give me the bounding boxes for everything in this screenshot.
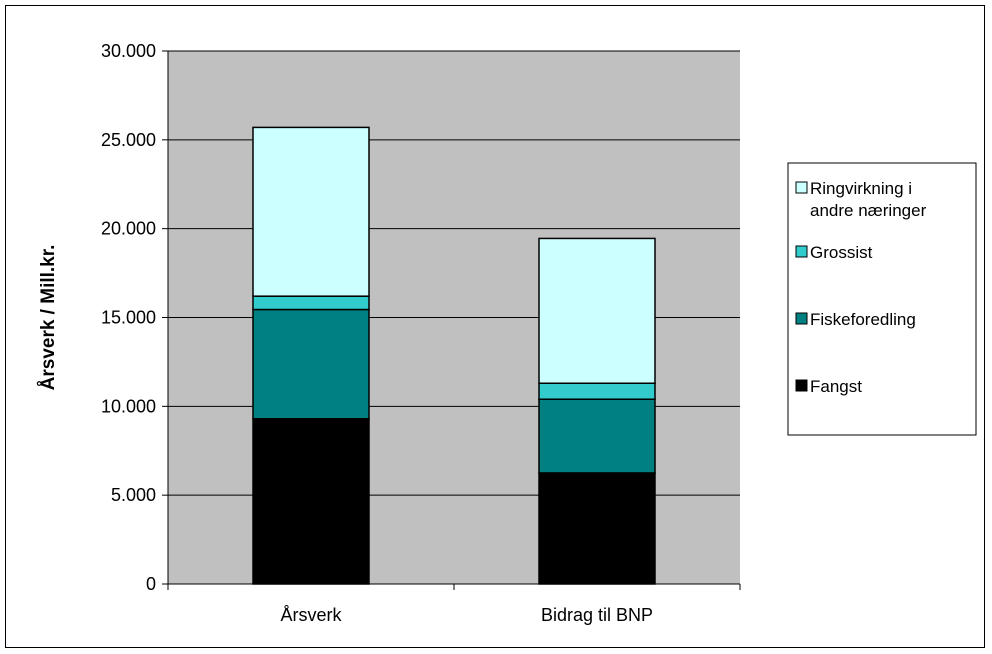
x-category-label: Årsverk [280, 605, 342, 625]
y-tick-label: 30.000 [101, 41, 156, 61]
legend-label: Grossist [810, 243, 873, 262]
legend-swatch [795, 379, 808, 392]
bar-fiskeforedling-1 [538, 398, 656, 474]
bar-fangst-0 [252, 418, 370, 585]
legend-swatch [795, 181, 808, 194]
y-axis-title: Årsverk / Mill.kr. [38, 245, 59, 391]
y-tick-label: 0 [146, 574, 156, 594]
bar-grossist-0 [252, 295, 370, 311]
legend-label: Fiskeforedling [810, 310, 916, 329]
bar-ringvirkning-i-andre-n-ringer-0 [252, 126, 370, 297]
bar-grossist-1 [538, 382, 656, 400]
legend-swatch [795, 245, 808, 258]
legend-label: Ringvirkning i [810, 179, 912, 198]
bar-ringvirkning-i-andre-n-ringer-1 [538, 237, 656, 384]
y-tick-label: 25.000 [101, 130, 156, 150]
y-tick-label: 5.000 [111, 485, 156, 505]
y-tick-label: 15.000 [101, 308, 156, 328]
legend-label: andre næringer [810, 201, 927, 220]
y-tick-label: 20.000 [101, 219, 156, 239]
x-category-label: Bidrag til BNP [541, 605, 653, 625]
legend-label: Fangst [810, 377, 862, 396]
legend-swatch [795, 312, 808, 325]
bar-fiskeforedling-0 [252, 308, 370, 420]
bar-fangst-1 [538, 472, 656, 585]
legend-box [787, 162, 977, 436]
y-tick-label: 10.000 [101, 396, 156, 416]
